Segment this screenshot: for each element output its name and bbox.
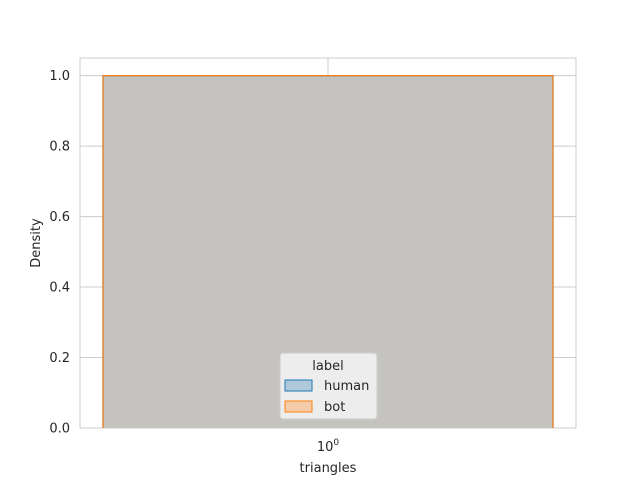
legend-entries: human bot — [284, 379, 369, 415]
legend-label-bot: bot — [324, 400, 345, 415]
y-axis-label: Density — [29, 218, 44, 268]
legend-swatch-bot — [284, 400, 313, 413]
legend-frame — [279, 352, 378, 420]
y-ticks: 0.0 0.2 0.4 0.6 0.8 1.0 — [49, 69, 70, 436]
y-tick-label: 0.0 — [49, 422, 70, 437]
x-axis-label: triangles — [300, 461, 357, 476]
x-ticks: 100 — [317, 438, 340, 455]
y-tick-label: 0.6 — [49, 210, 70, 225]
x-tick-label: 100 — [317, 438, 340, 455]
y-tick-label: 0.4 — [49, 281, 70, 296]
y-tick-label: 0.2 — [49, 351, 70, 366]
legend: label human bot — [279, 352, 378, 420]
legend-label-human: human — [324, 379, 369, 394]
y-tick-label: 0.8 — [49, 140, 70, 155]
legend-swatch-human — [284, 379, 313, 392]
legend-title: label — [312, 359, 343, 374]
y-tick-label: 1.0 — [49, 69, 70, 84]
bar-outline-bot — [102, 75, 554, 428]
